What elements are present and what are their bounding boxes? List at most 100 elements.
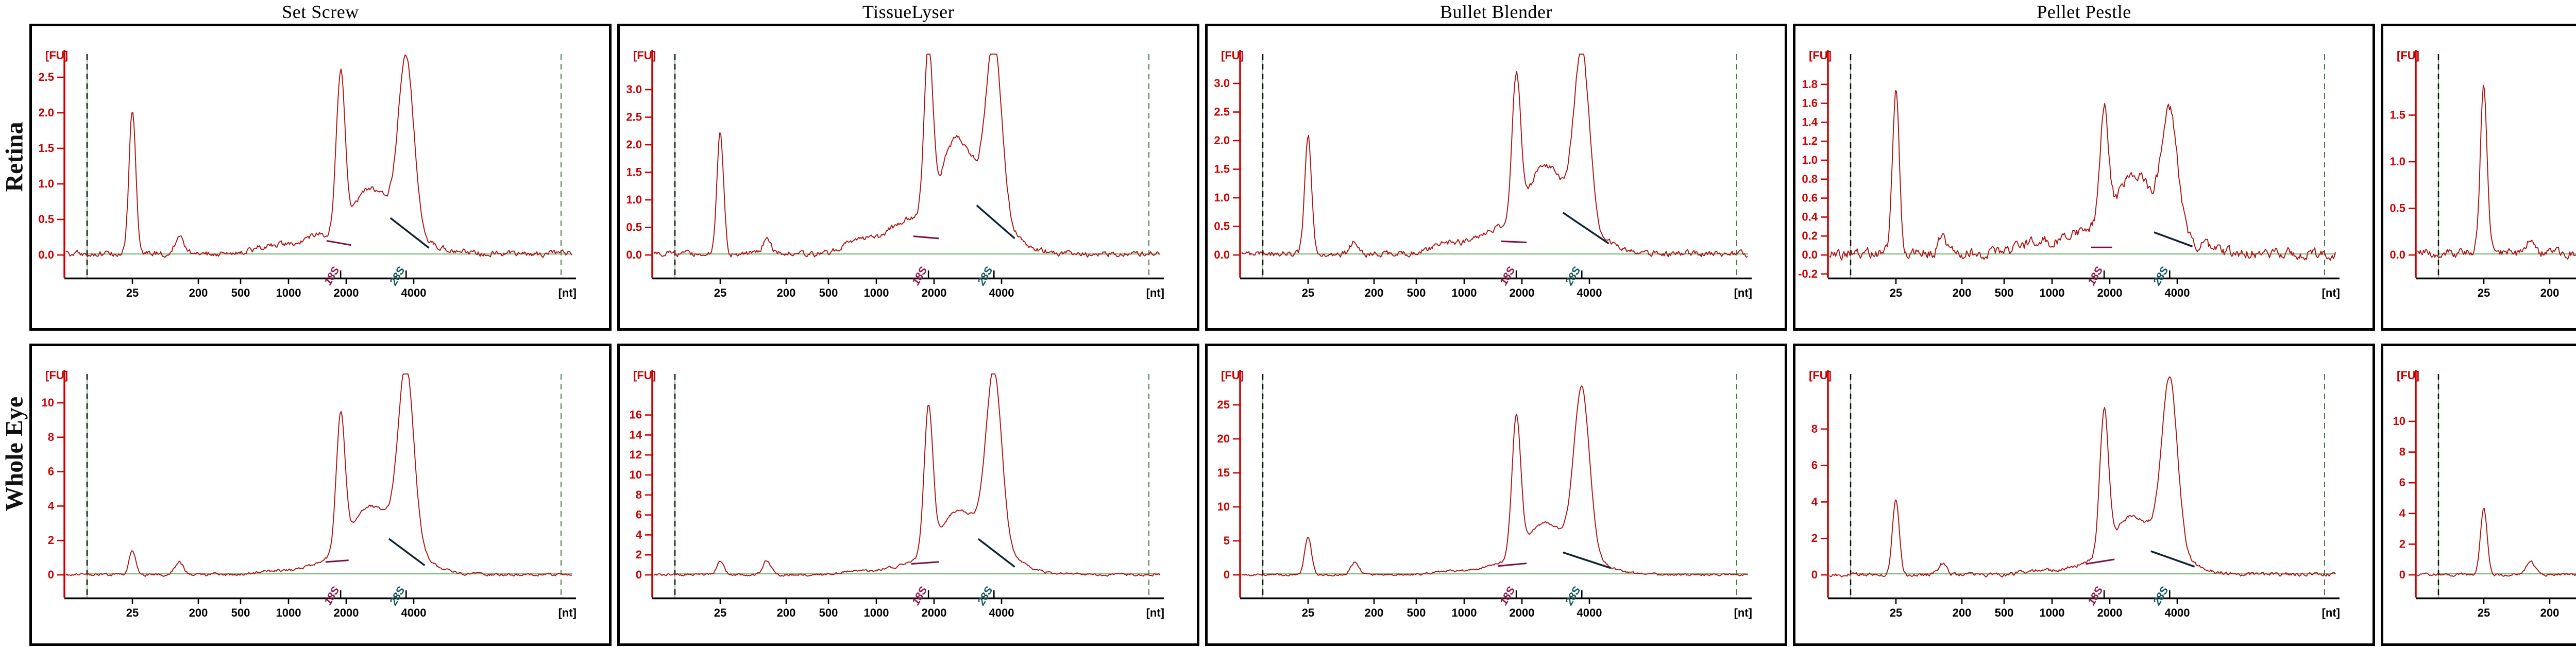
y-tick-label: 2.0	[626, 138, 642, 151]
y-tick-label: 10	[1217, 500, 1230, 513]
y-tick-label: 1.5	[38, 142, 54, 155]
annotation-label-28s: 28S	[975, 265, 995, 288]
x-tick-label: 200	[2540, 286, 2560, 299]
rna-trace	[1241, 385, 1748, 577]
annotation-label-18s: 18S	[322, 585, 342, 607]
rna-trace	[65, 54, 572, 258]
x-tick-label: 500	[1407, 286, 1426, 299]
x-tick-label: 4000	[989, 286, 1014, 299]
y-axis-unit-label: [FU]	[633, 369, 656, 382]
y-tick-label: 2.5	[626, 111, 642, 124]
y-tick-label: 2	[2399, 537, 2405, 550]
x-tick-label: 25	[714, 606, 726, 619]
column-title-tissuelyser: TissueLyser	[862, 2, 955, 22]
y-tick-label: 0	[48, 568, 54, 581]
rna-trace	[2417, 508, 2576, 577]
x-tick-label: 1000	[864, 606, 889, 619]
y-tick-label: 8	[2399, 446, 2405, 458]
x-axis-unit-label: [nt]	[1146, 286, 1164, 299]
y-tick-label: 2	[636, 548, 642, 561]
x-tick-label: 25	[126, 606, 139, 619]
y-tick-label: 1.6	[1802, 97, 1818, 110]
x-tick-label: 200	[2540, 606, 2560, 619]
y-tick-label: 6	[48, 465, 54, 478]
x-axis-unit-label: [nt]	[1734, 606, 1752, 619]
y-tick-label: 0.0	[1214, 248, 1230, 261]
y-tick-label: 0.5	[2389, 202, 2405, 215]
y-tick-label: 1.0	[1214, 191, 1230, 204]
y-tick-label: 0.0	[626, 248, 642, 261]
rna-trace	[1241, 54, 1748, 258]
panel-retina-dounce: 0.00.51.01.5[FU]25200500100020004000[nt]…	[2381, 24, 2576, 331]
electropherogram-8: 0 2 4 6 8 [FU] 25 200 500 1000 2000 4000 [nt] 18S 28S	[1809, 369, 2340, 619]
x-tick-label: 25	[1302, 606, 1314, 619]
y-tick-label: 0.5	[38, 213, 54, 226]
electropherogram-3: -0.2 0.0 0.2 0.4 0.6 0.8 1.0 1.2 1.4 1.6 1.8 [FU] 25…	[1798, 49, 2340, 299]
rna-trace	[653, 373, 1160, 577]
annotation-label-18s: 18S	[2086, 265, 2106, 287]
y-tick-label: 0	[2399, 568, 2405, 581]
x-tick-label: 4000	[401, 606, 427, 619]
x-tick-label: 2000	[922, 286, 947, 299]
electropherogram-5: 0 2 4 6 8 10 [FU] 25 200 500 1000 2000 4000 [nt] 18S 28…	[42, 369, 577, 619]
y-tick-label: 0.5	[626, 221, 642, 234]
x-tick-label: 500	[819, 286, 838, 299]
y-tick-label: 2.5	[38, 71, 54, 83]
x-tick-label: 2000	[334, 286, 359, 299]
x-tick-label: 1000	[276, 286, 301, 299]
row-label-whole-eye: Whole Eye	[1, 396, 28, 512]
y-tick-label: 0.0	[38, 248, 54, 261]
x-tick-label: 200	[777, 606, 796, 619]
integration-line-18s	[326, 240, 351, 246]
y-tick-label: 6	[2399, 476, 2405, 489]
integration-line-28s	[1563, 551, 1612, 569]
rna-trace	[65, 373, 572, 577]
panel-whole-eye-bullet-blender: 0 5 10 15 20 25 [FU] 25 200 500 1000 2000 4000 [nt] 18…	[1205, 344, 1787, 646]
column-title-pellet-pestle: Pellet Pestle	[2037, 2, 2131, 22]
y-tick-label: 8	[48, 431, 54, 444]
x-tick-label: 2000	[922, 606, 947, 619]
y-tick-label: 1.5	[626, 166, 642, 179]
y-tick-label: 4	[48, 499, 55, 512]
rna-trace	[1829, 376, 2336, 578]
annotation-label-28s: 28S	[975, 585, 995, 608]
y-tick-label: 1.0	[1802, 154, 1818, 166]
y-tick-label: 3.0	[626, 83, 642, 96]
panel-retina-set-screw: 0.0 0.5 1.0 1.5 2.0 2.5 [FU] 25 200 500 1000 2000 40…	[29, 24, 612, 331]
annotation-label-18s: 18S	[1498, 585, 1518, 607]
y-axis-unit-label: [FU]	[2397, 49, 2419, 62]
x-tick-label: 2000	[1510, 286, 1535, 299]
y-axis-unit-label: [FU]	[1221, 369, 1244, 382]
y-tick-label: 8	[636, 488, 642, 501]
integration-line-28s	[2150, 550, 2195, 568]
annotation-label-28s: 28S	[2150, 585, 2171, 608]
y-tick-label: 1.0	[38, 177, 54, 190]
integration-line-28s	[388, 538, 426, 567]
x-tick-label: 500	[1995, 286, 2014, 299]
panel-retina-bullet-blender: 0.0 0.5 1.0 1.5 2.0 2.5 3.0 [FU] 25 200 500 1000 200…	[1205, 24, 1787, 331]
x-axis-unit-label: [nt]	[2322, 286, 2340, 299]
x-tick-label: 2000	[2097, 606, 2123, 619]
integration-line-18s	[1498, 563, 1527, 567]
electropherogram-9: 0246810[FU]25200500100020004000[nt]18S28…	[2393, 369, 2576, 619]
y-tick-label: 1.8	[1802, 78, 1818, 91]
y-tick-label: 25	[1217, 398, 1230, 411]
rna-trace	[1829, 90, 2336, 261]
annotation-label-18s: 18S	[910, 265, 930, 287]
y-tick-label: 10	[2393, 415, 2405, 428]
y-tick-label: 0.6	[1802, 192, 1818, 205]
integration-line-28s	[2154, 231, 2193, 248]
x-tick-label: 4000	[2165, 286, 2190, 299]
annotation-label-18s: 18S	[910, 585, 930, 607]
integration-line-28s	[977, 538, 1015, 568]
y-tick-label: 16	[630, 408, 642, 421]
y-tick-label: 4	[636, 528, 642, 541]
integration-line-28s	[976, 205, 1015, 240]
panel-whole-eye-set-screw: 0 2 4 6 8 10 [FU] 25 200 500 1000 2000 4000 [nt] 18S 28…	[29, 344, 612, 646]
y-axis-unit-label: [FU]	[45, 369, 68, 382]
x-tick-label: 25	[126, 286, 139, 299]
x-tick-label: 200	[1953, 286, 1972, 299]
x-tick-label: 1000	[1452, 606, 1477, 619]
integration-line-18s	[911, 561, 939, 565]
x-tick-label: 200	[1953, 606, 1972, 619]
